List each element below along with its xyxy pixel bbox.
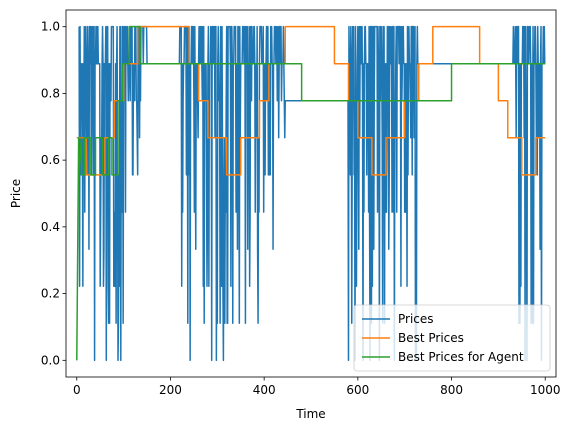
- y-tick-label: 0.6: [41, 153, 60, 167]
- y-axis: 0.0 0.2 0.4 0.6 0.8 1.0: [41, 20, 66, 367]
- plot-frame: [65, 9, 557, 378]
- x-tick-label: 200: [159, 383, 182, 397]
- series-layer: [76, 25, 546, 362]
- legend: Prices Best Prices Best Prices for Agent: [353, 304, 551, 372]
- y-tick-label: 0.4: [41, 220, 60, 234]
- x-tick-label: 400: [253, 383, 276, 397]
- x-tick-label: 1000: [530, 383, 561, 397]
- y-tick-label: 0.8: [41, 86, 60, 100]
- x-axis-label: Time: [295, 407, 325, 421]
- y-tick-label: 0.0: [41, 353, 60, 367]
- y-tick-label: 0.2: [41, 287, 60, 301]
- legend-label: Best Prices: [398, 331, 464, 345]
- x-tick-label: 800: [440, 383, 463, 397]
- y-tick-label: 1.0: [41, 20, 60, 34]
- legend-label: Prices: [398, 312, 434, 326]
- x-tick-label: 600: [346, 383, 369, 397]
- series-line: [76, 25, 546, 361]
- legend-frame: [353, 304, 551, 372]
- y-axis-label: Price: [9, 179, 23, 208]
- x-tick-label: 0: [73, 383, 81, 397]
- legend-label: Best Prices for Agent: [398, 350, 524, 364]
- x-axis: 0 200 400 600 800 1000: [73, 377, 561, 397]
